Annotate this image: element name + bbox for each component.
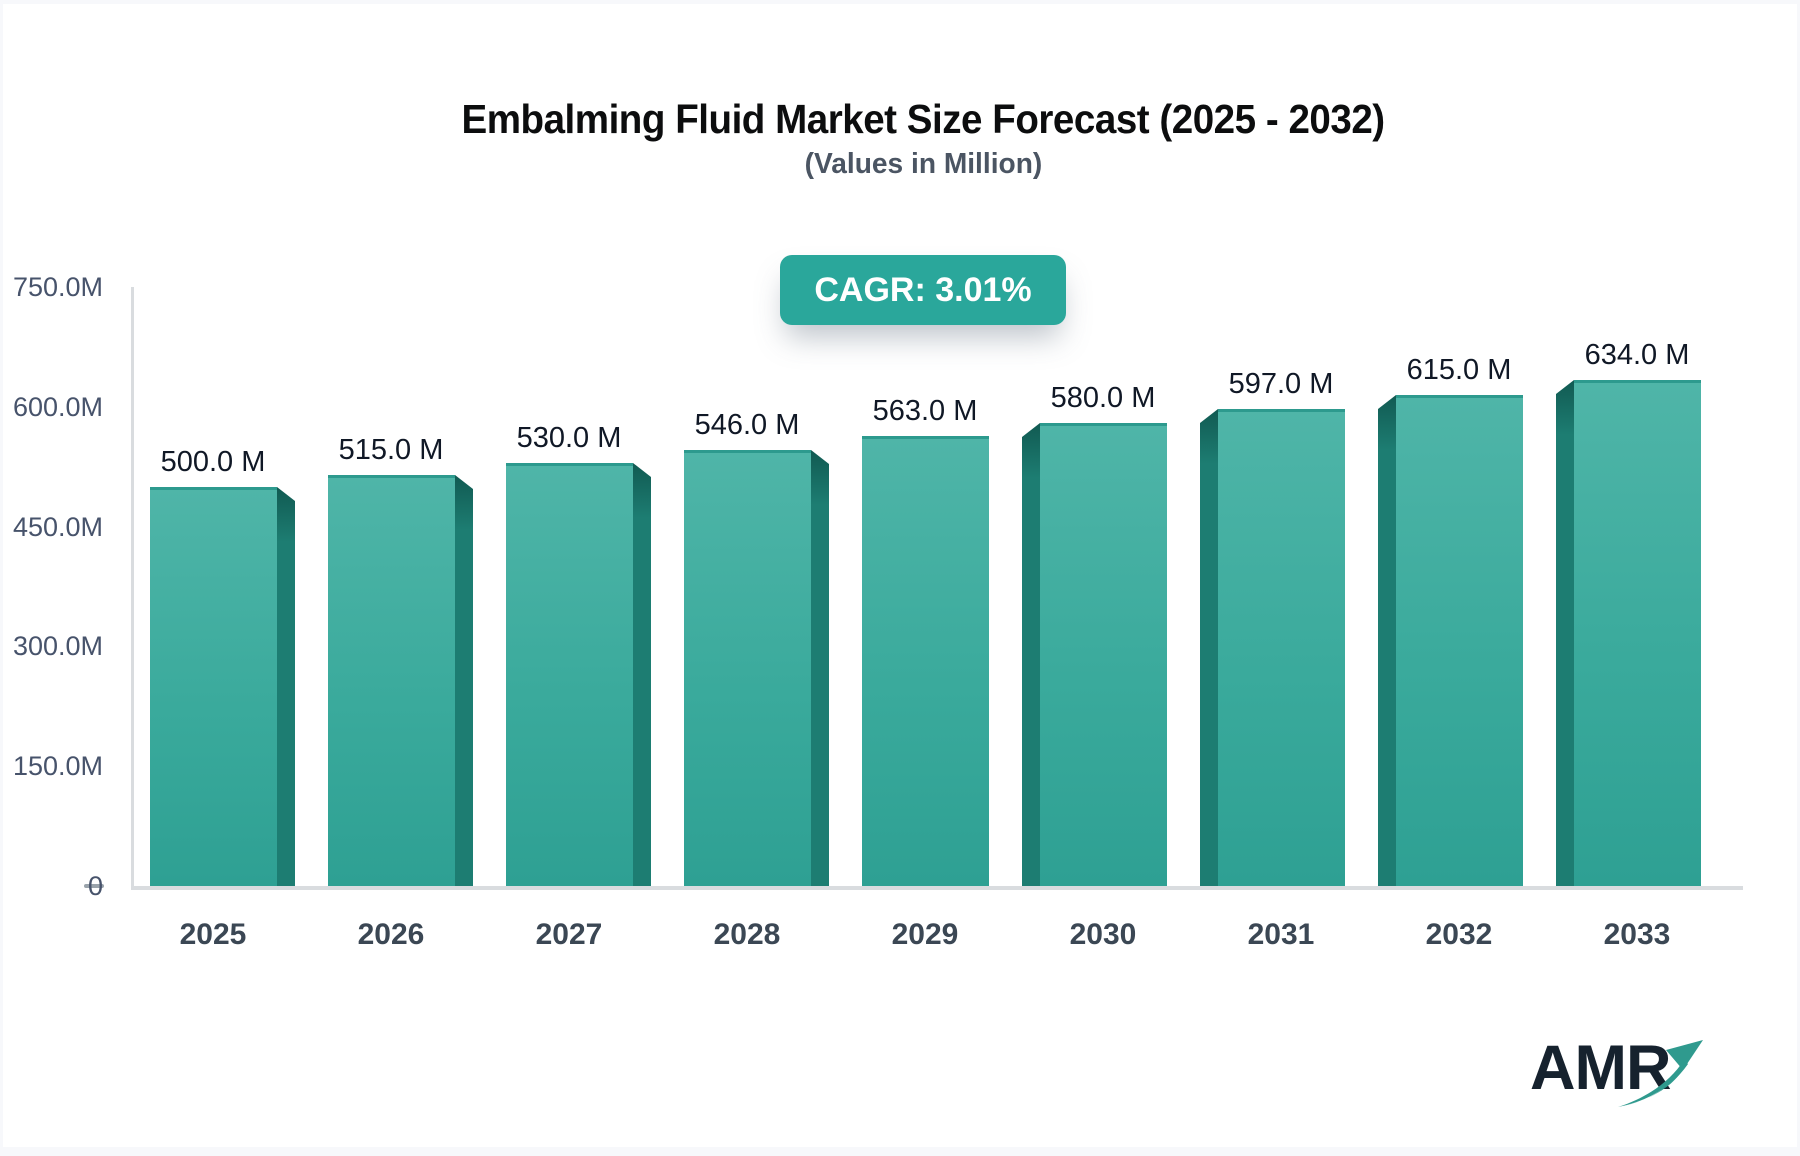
page-title-row: Embalming Fluid Market Size Forecast (20… [23,96,1800,143]
chart-title: Embalming Fluid Market Size Forecast (20… [461,96,1385,142]
bar-side-3d [811,450,829,886]
bar-value-label: 563.0 M [872,395,978,427]
y-tick-label: 0 [87,871,103,901]
amr-logo-arrow-icon [1618,1040,1703,1107]
page-subtitle-row: (Values in Million) [23,148,1800,181]
x-tick-label: 2033 [1603,918,1671,951]
x-tick-label: 2025 [179,918,247,951]
y-tick-label: 150.0M [12,751,103,781]
bar-side-3d [277,487,295,886]
amr-logo-text: AMR [1530,1033,1671,1103]
bar-value-label: 634.0 M [1584,339,1690,371]
bar-value-label: 530.0 M [516,422,622,454]
amr-logo: AMR [1530,1032,1730,1122]
x-tick-label: 2032 [1425,918,1493,951]
bar-2031 [1218,409,1345,886]
x-axis-line [131,886,1743,890]
bar-2032 [1396,395,1523,886]
x-tick-label: 2028 [713,918,781,951]
y-tick-label: 300.0M [12,631,103,661]
zero-tick-mark [84,884,104,888]
bar-2026 [328,475,455,886]
bar-value-label: 580.0 M [1050,382,1156,414]
x-tick-label: 2026 [357,918,425,951]
bar-value-label: 515.0 M [338,434,444,466]
chart-subtitle: (Values in Million) [804,148,1042,180]
x-tick-label: 2029 [891,918,959,951]
bar-value-label: 500.0 M [160,446,266,478]
bar-side-3d [1200,409,1218,886]
bar-2029 [862,436,989,886]
bar-2025 [150,487,277,886]
bar-side-3d [1378,395,1396,886]
bar-side-3d [1556,380,1574,886]
bar-value-label: 615.0 M [1406,354,1512,386]
bar-2033 [1574,380,1701,886]
cagr-badge-row: CAGR: 3.01% [23,255,1800,325]
bar-side-3d [455,475,473,886]
bar-2030 [1040,423,1167,886]
y-tick-label: 450.0M [12,512,103,542]
x-tick-label: 2031 [1247,918,1315,951]
bar-2027 [506,463,633,886]
bar-side-3d [633,463,651,886]
x-tick-label: 2030 [1069,918,1137,951]
bar-value-label: 597.0 M [1228,368,1334,400]
y-tick-label: 750.0M [12,272,103,302]
x-tick-label: 2027 [535,918,603,951]
bar-value-label: 546.0 M [694,409,800,441]
cagr-badge: CAGR: 3.01% [780,255,1066,325]
y-tick-label: 600.0M [12,392,103,422]
bar-2028 [684,450,811,886]
bar-side-3d [1022,423,1040,886]
y-axis-line [131,287,134,888]
